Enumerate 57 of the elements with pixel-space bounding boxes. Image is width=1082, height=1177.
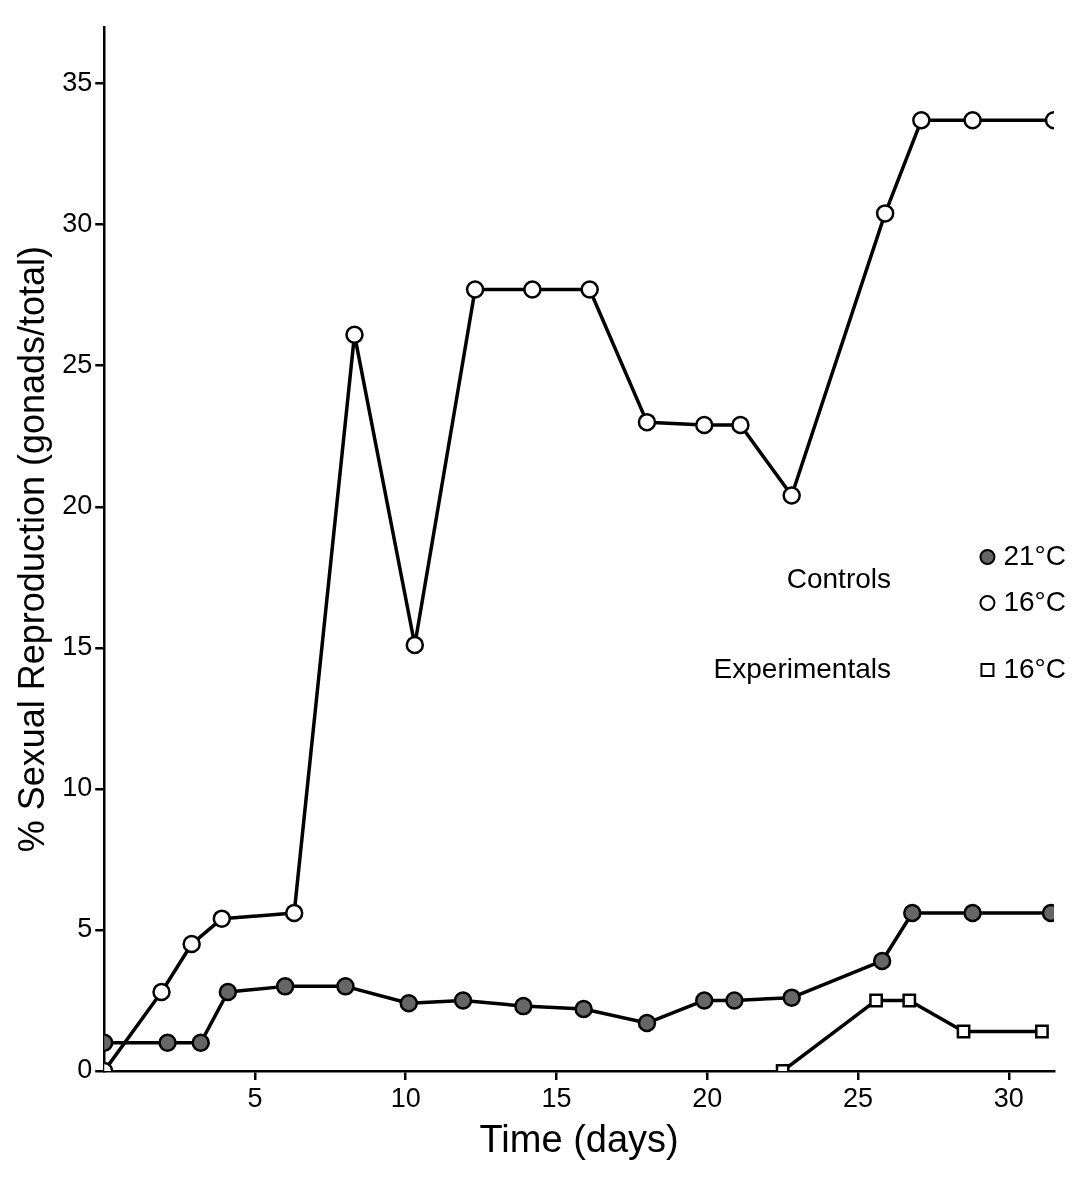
legend-label: 16°C xyxy=(1003,652,1066,684)
point xyxy=(694,991,714,1010)
point xyxy=(963,111,982,130)
y-tick-label: 25 xyxy=(62,349,93,380)
y-tick-label: 5 xyxy=(77,913,93,944)
x-tick-label: 15 xyxy=(541,1082,572,1113)
y-axis-title: % Sexual Reproduction (gonads/total) xyxy=(10,245,52,853)
point xyxy=(275,977,295,996)
point xyxy=(523,280,542,299)
point xyxy=(963,903,982,923)
point xyxy=(218,982,238,1002)
point xyxy=(694,415,714,435)
legend-label: 16°C xyxy=(1003,585,1066,617)
point xyxy=(191,1033,210,1053)
x-tick-label: 10 xyxy=(390,1082,421,1113)
point xyxy=(212,909,232,928)
point xyxy=(336,977,355,996)
point xyxy=(637,1013,657,1033)
point xyxy=(902,993,917,1008)
point xyxy=(782,486,801,505)
point xyxy=(731,415,750,435)
point xyxy=(345,325,364,344)
point xyxy=(637,412,657,432)
point xyxy=(182,934,201,954)
point xyxy=(574,999,593,1019)
y-tick-label: 10 xyxy=(62,772,93,803)
y-tick-label: 15 xyxy=(62,631,93,662)
y-tick-label: 35 xyxy=(62,67,93,98)
point xyxy=(580,280,599,299)
point xyxy=(399,994,419,1013)
point xyxy=(152,982,171,1002)
point xyxy=(912,111,931,130)
point xyxy=(956,1024,971,1039)
point xyxy=(872,951,892,971)
point xyxy=(782,988,801,1007)
point xyxy=(869,993,884,1008)
point xyxy=(158,1033,177,1053)
point xyxy=(405,635,425,655)
x-tick-label: 25 xyxy=(842,1082,874,1113)
point xyxy=(514,996,533,1016)
point xyxy=(453,991,473,1010)
legend-label: 21°C xyxy=(1003,539,1066,571)
point xyxy=(465,280,485,299)
point xyxy=(1035,1024,1049,1039)
x-tick-label: 30 xyxy=(993,1082,1024,1113)
x-axis-title: Time (days) xyxy=(479,1117,679,1160)
annotation: Controls xyxy=(786,562,891,594)
x-tick-label: 5 xyxy=(247,1082,263,1113)
annotation: Experimentals xyxy=(713,652,891,684)
y-tick-label: 30 xyxy=(62,208,93,239)
point xyxy=(875,204,895,223)
point xyxy=(725,991,744,1010)
point xyxy=(903,903,922,923)
x-tick-label: 20 xyxy=(692,1082,723,1113)
y-tick-label: 20 xyxy=(62,490,93,521)
y-tick-label: 0 xyxy=(77,1054,93,1085)
point xyxy=(284,903,304,923)
